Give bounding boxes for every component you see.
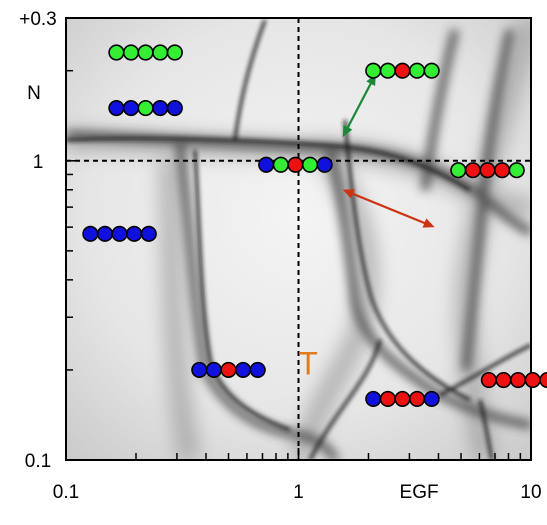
cell-group-7 (191, 361, 266, 379)
cell-blue (249, 361, 266, 379)
cell-blue (235, 361, 252, 379)
cell-green (137, 99, 154, 117)
cell-red (480, 371, 497, 389)
x-tick-label: 0.1 (53, 482, 79, 503)
cell-group-9 (480, 371, 547, 389)
cell-blue (191, 361, 208, 379)
y-axis-label: N (27, 83, 41, 104)
cell-blue (96, 225, 114, 242)
cell-blue (122, 99, 140, 117)
cell-red (524, 371, 541, 389)
cell-green (365, 62, 382, 79)
axis-ticks: 0.1 1 10 0.1 1 +0.3 (19, 9, 541, 503)
cell-green (450, 162, 467, 179)
cell-red (464, 162, 482, 179)
cell-blue (365, 390, 382, 408)
cell-group-2 (365, 62, 440, 79)
cell-green (152, 44, 169, 61)
cell-red (394, 62, 411, 79)
cell-group-1 (108, 44, 183, 61)
annotation-t: T (298, 346, 318, 382)
cell-red (220, 361, 237, 379)
arrow-head (342, 125, 353, 138)
y-tick-label: 0.1 (25, 451, 51, 472)
arrow-shaft (345, 80, 374, 131)
cell-group-6 (82, 225, 157, 242)
cell-group-8 (365, 390, 440, 408)
cell-blue (82, 225, 99, 242)
cell-red (479, 162, 496, 179)
cell-green (408, 62, 426, 79)
y-tick-label: 1 (33, 152, 44, 173)
cell-red (287, 156, 304, 173)
cell-red (495, 371, 512, 389)
cell-green (108, 44, 125, 61)
arrow-shaft (349, 191, 428, 226)
cell-green (379, 62, 396, 79)
cell-blue (258, 156, 275, 173)
cell-blue (166, 99, 183, 117)
cell-blue (140, 225, 157, 242)
cell-blue (126, 225, 143, 242)
cell-green (508, 162, 525, 179)
cell-groups (82, 44, 547, 408)
cell-red (394, 390, 411, 408)
cell-group-5 (450, 162, 525, 179)
double-arrow-2 (342, 189, 435, 228)
cell-green (272, 156, 289, 173)
cell-red (408, 390, 426, 408)
cell-blue (423, 390, 440, 408)
cell-green (166, 44, 183, 61)
cell-blue (205, 361, 223, 379)
cell-group-3 (108, 99, 183, 117)
cell-green (122, 44, 140, 61)
cell-blue (152, 99, 169, 117)
cell-red (494, 162, 511, 179)
x-tick-label: 1 (293, 482, 304, 503)
cell-blue (108, 99, 125, 117)
arrow-head (422, 218, 435, 228)
cell-green (301, 156, 319, 173)
cell-green (137, 44, 154, 61)
cell-blue (111, 225, 128, 242)
arrow-head (342, 189, 355, 199)
y-tick-label: +0.3 (19, 9, 57, 30)
reference-lines (66, 18, 531, 460)
cell-red (509, 371, 527, 389)
cell-red (539, 371, 547, 389)
cell-green (423, 62, 440, 79)
cell-group-4 (258, 156, 333, 173)
x-tick-label: 10 (520, 482, 541, 503)
x-axis-label: EGF (400, 482, 439, 503)
cell-red (379, 390, 396, 408)
cell-blue (316, 156, 333, 173)
